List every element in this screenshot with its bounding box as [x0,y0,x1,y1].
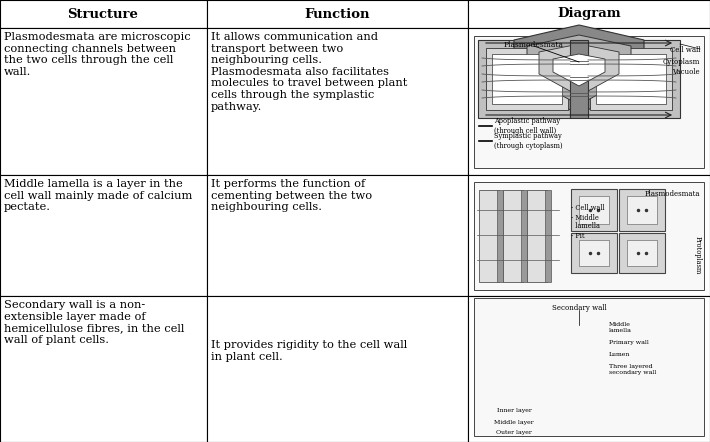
Text: - Cell wall: - Cell wall [571,204,605,212]
Text: It provides rigidity to the cell wall
in plant cell.: It provides rigidity to the cell wall in… [211,340,408,362]
Bar [0,296,207,442]
Bar [579,196,609,224]
Text: Function: Function [305,8,370,20]
Text: Plasmodesmata: Plasmodesmata [504,41,564,49]
Bar [521,190,527,282]
Text: Inner layer: Inner layer [496,408,531,413]
Text: Lumen: Lumen [609,352,630,357]
Bar [0,0,207,28]
Bar [479,190,499,282]
Bar [207,296,468,442]
Text: Middle lamella is a layer in the
cell wall mainly made of calcium
pectate.: Middle lamella is a layer in the cell wa… [4,179,192,212]
Bar [619,233,665,273]
Text: Symplastic pathway
(through cytoplasm): Symplastic pathway (through cytoplasm) [494,133,562,149]
Text: Secondary wall: Secondary wall [552,304,606,312]
Bar [627,196,657,224]
Bar [527,190,547,282]
Text: Cytoplasm: Cytoplasm [662,58,700,66]
Polygon shape [527,35,631,105]
Bar [588,40,680,118]
Bar [207,0,468,28]
Text: Plasmodesmata: Plasmodesmata [645,190,700,198]
Bar [571,189,617,231]
Bar [207,175,468,296]
Text: Plasmodesmata are microscopic
connecting channels between
the two cells through : Plasmodesmata are microscopic connecting… [4,32,190,77]
Bar [0,28,207,175]
Polygon shape [514,25,644,115]
Bar [468,175,710,296]
Bar [478,40,570,118]
Polygon shape [539,44,619,96]
Bar [596,54,666,104]
Bar [570,40,588,118]
Bar [579,240,609,266]
Text: lamella: lamella [571,222,600,230]
Text: - Middle: - Middle [571,214,599,222]
Bar [0,175,207,296]
Bar [474,36,704,168]
Text: - Pit: - Pit [571,232,584,240]
Text: It allows communication and
transport between two
neighbouring cells.
Plasmodesm: It allows communication and transport be… [211,32,408,111]
Text: Structure: Structure [67,8,138,20]
Text: Middle layer: Middle layer [494,420,534,425]
Text: Primary wall: Primary wall [609,340,649,345]
Bar [207,28,468,175]
Text: Three layered
secondary wall: Three layered secondary wall [609,364,656,375]
Polygon shape [553,54,605,86]
Text: Secondary wall is a non-
extensible layer made of
hemicellulose fibres, in the c: Secondary wall is a non- extensible laye… [4,300,185,345]
Bar [497,190,503,282]
Text: Middle
lamella: Middle lamella [609,322,632,333]
Bar [468,296,710,442]
Text: Cell wall: Cell wall [670,46,700,54]
Bar [486,48,568,110]
Bar [619,189,665,231]
Bar [474,298,704,436]
Bar [503,190,523,282]
Text: Diagram: Diagram [557,8,621,20]
Text: Protoplasm: Protoplasm [694,236,702,274]
Text: Apoplastic pathway
(through cell wall): Apoplastic pathway (through cell wall) [494,118,560,135]
Bar [627,240,657,266]
Text: It performs the function of
cementing between the two
neighbouring cells.: It performs the function of cementing be… [211,179,372,212]
Text: Vacuole: Vacuole [672,68,700,76]
Text: Outer layer: Outer layer [496,430,532,435]
Bar [492,54,562,104]
Bar [545,190,551,282]
Bar [571,233,617,273]
Bar [468,28,710,175]
Bar [468,0,710,28]
Bar [590,48,672,110]
Bar [474,182,704,290]
